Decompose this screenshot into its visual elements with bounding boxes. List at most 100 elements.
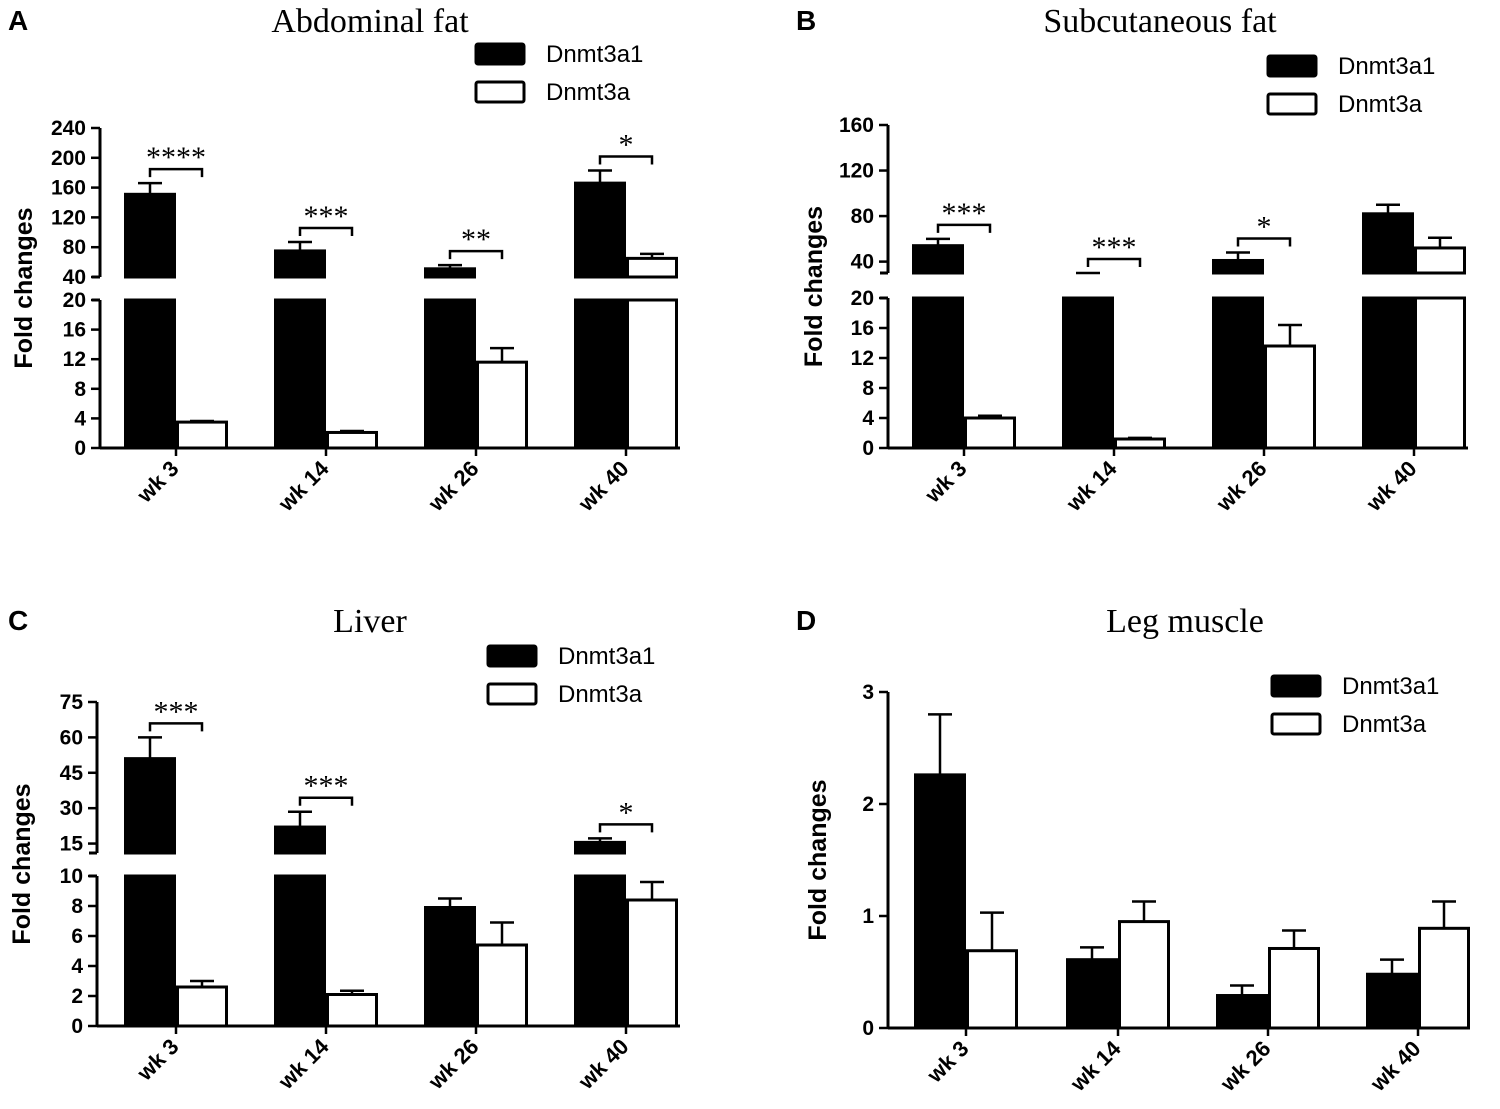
significance-bracket bbox=[598, 155, 654, 165]
bar-dnmt3a1 bbox=[124, 192, 176, 279]
y-tick-label: 0 bbox=[74, 437, 86, 460]
x-tick-label: wk 26 bbox=[1215, 1036, 1276, 1097]
bar-dnmt3a bbox=[964, 416, 1016, 450]
significance-bracket bbox=[936, 223, 992, 233]
bar-dnmt3a1 bbox=[1366, 972, 1418, 1030]
bar-dnmt3a bbox=[1114, 437, 1166, 450]
y-tick-label: 0 bbox=[862, 1017, 874, 1040]
bar-dnmt3a bbox=[626, 256, 678, 279]
significance-label: ** bbox=[461, 223, 491, 256]
y-tick-label: 20 bbox=[63, 289, 86, 312]
significance-label: *** bbox=[1092, 231, 1137, 264]
y-tick-label: 240 bbox=[51, 117, 86, 140]
y-tick-label: 4 bbox=[74, 407, 86, 430]
bar-dnmt3a bbox=[1414, 296, 1466, 450]
x-tick-label: wk 3 bbox=[921, 1036, 973, 1088]
bar-dnmt3a1 bbox=[124, 298, 176, 450]
y-tick-label: 4 bbox=[71, 955, 83, 978]
bar-dnmt3a1 bbox=[574, 298, 626, 450]
y-tick-label: 12 bbox=[851, 347, 874, 370]
y-tick-label: 1 bbox=[862, 905, 874, 928]
y-tick-label: 75 bbox=[60, 691, 84, 714]
y-axis-title: Fold changes bbox=[10, 207, 38, 368]
bar-dnmt3a1 bbox=[912, 296, 964, 450]
legend-label: Dnmt3a bbox=[1338, 91, 1423, 118]
y-axis-title: Fold changes bbox=[800, 206, 828, 367]
significance-bracket bbox=[448, 249, 504, 260]
chart-title: Abdominal fat bbox=[271, 3, 469, 40]
legend-swatch-dnmt3a bbox=[1266, 92, 1318, 116]
legend-label: Dnmt3a1 bbox=[558, 643, 655, 670]
y-tick-label: 8 bbox=[862, 377, 874, 400]
y-tick-label: 16 bbox=[63, 319, 86, 342]
significance-label: * bbox=[619, 796, 634, 829]
bar-dnmt3a bbox=[626, 298, 678, 450]
bar-dnmt3a1 bbox=[424, 298, 476, 450]
bar-dnmt3a1 bbox=[1362, 296, 1414, 450]
x-tick-label: wk 14 bbox=[1061, 455, 1122, 516]
significance-label: *** bbox=[304, 200, 349, 233]
y-tick-label: 120 bbox=[51, 206, 86, 229]
significance-bracket bbox=[1236, 237, 1292, 247]
bar-dnmt3a bbox=[1268, 946, 1320, 1030]
legend-swatch-dnmt3a bbox=[474, 80, 526, 104]
bar-dnmt3a1 bbox=[1066, 958, 1118, 1030]
x-tick-label: wk 3 bbox=[919, 456, 971, 508]
y-tick-label: 200 bbox=[51, 147, 86, 170]
significance-label: * bbox=[619, 128, 634, 161]
panel-b: B Subcutaneous fat Fold changes 0 4 8 12 16 20 40… bbox=[796, 3, 1468, 517]
panel-letter: C bbox=[8, 605, 28, 636]
y-tick-label: 0 bbox=[862, 437, 874, 460]
x-tick-label: wk 40 bbox=[1365, 1036, 1426, 1097]
y-tick-label: 80 bbox=[63, 236, 86, 259]
significance-label: *** bbox=[304, 770, 349, 803]
x-tick-label: wk 14 bbox=[273, 455, 334, 516]
bar-dnmt3a1 bbox=[424, 267, 476, 279]
bar-dnmt3a bbox=[1414, 246, 1466, 275]
bar-dnmt3a1 bbox=[1362, 212, 1414, 275]
x-tick-label: wk 14 bbox=[273, 1033, 334, 1094]
significance-bracket bbox=[148, 722, 204, 732]
bar-dnmt3a1 bbox=[912, 244, 964, 275]
significance-bracket bbox=[298, 796, 354, 806]
x-tick-label: wk 3 bbox=[131, 1034, 183, 1086]
x-tick-label: wk 40 bbox=[1361, 456, 1422, 517]
bar-dnmt3a bbox=[966, 949, 1018, 1030]
legend-swatch-dnmt3a1 bbox=[1266, 54, 1318, 78]
x-tick-label: wk 40 bbox=[573, 456, 634, 517]
bar-dnmt3a1 bbox=[1062, 296, 1114, 450]
bar-dnmt3a1 bbox=[574, 874, 626, 1028]
bar-dnmt3a bbox=[326, 993, 378, 1028]
legend-swatch-dnmt3a1 bbox=[474, 42, 526, 66]
chart-title: Liver bbox=[333, 603, 407, 640]
y-tick-label: 120 bbox=[839, 160, 874, 183]
panel-c: C Liver Fold changes 0 2 4 6 8 10 15 30 45 60 75 wk 3 w… bbox=[8, 603, 680, 1095]
bar-dnmt3a1 bbox=[424, 906, 476, 1028]
y-tick-label: 8 bbox=[71, 895, 83, 918]
legend-label: Dnmt3a bbox=[1342, 711, 1427, 738]
significance-bracket bbox=[598, 823, 654, 833]
significance-label: * bbox=[1257, 211, 1272, 244]
bar-dnmt3a bbox=[176, 420, 228, 450]
bar-dnmt3a1 bbox=[914, 773, 966, 1030]
y-tick-label: 12 bbox=[63, 348, 86, 371]
bar-dnmt3a bbox=[176, 985, 228, 1028]
panel-letter: A bbox=[8, 5, 28, 36]
y-tick-label: 40 bbox=[851, 251, 874, 274]
panel-letter: B bbox=[796, 5, 816, 36]
y-tick-label: 16 bbox=[851, 317, 874, 340]
y-tick-label: 15 bbox=[60, 833, 84, 856]
significance-label: *** bbox=[154, 695, 199, 728]
y-tick-label: 60 bbox=[60, 726, 83, 749]
significance-bracket bbox=[148, 167, 204, 178]
x-tick-label: wk 14 bbox=[1065, 1035, 1126, 1096]
legend-swatch-dnmt3a1 bbox=[486, 644, 538, 668]
y-tick-label: 30 bbox=[60, 797, 83, 820]
legend-label: Dnmt3a1 bbox=[1342, 673, 1439, 700]
legend-label: Dnmt3a bbox=[558, 681, 643, 708]
bar-dnmt3a1 bbox=[124, 757, 176, 855]
bar-dnmt3a1 bbox=[274, 249, 326, 279]
bar-dnmt3a1 bbox=[274, 874, 326, 1028]
bar-dnmt3a bbox=[1118, 920, 1170, 1030]
y-tick-label: 3 bbox=[862, 681, 874, 704]
